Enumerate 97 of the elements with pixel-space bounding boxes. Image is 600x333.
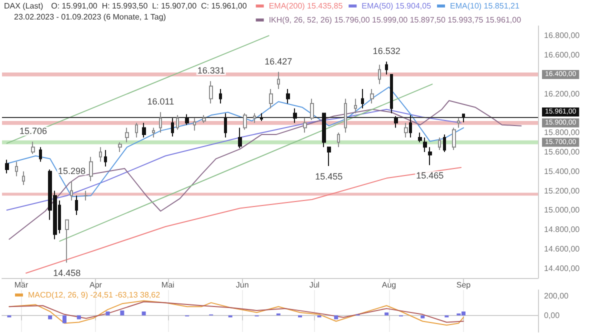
candlestick — [390, 74, 393, 114]
legend-label: EMA(10) 15.851,21 — [450, 2, 520, 10]
candlestick — [457, 118, 460, 128]
candlestick — [344, 98, 347, 134]
y-tick-label: 14.800,00 — [544, 225, 580, 234]
x-tick-label: Jul — [309, 280, 320, 290]
annotation: 16.532 — [372, 46, 400, 56]
candlestick — [423, 136, 427, 152]
candlestick — [404, 122, 408, 138]
candlestick — [260, 112, 263, 122]
candlestick — [39, 146, 42, 162]
candlestick — [361, 88, 364, 109]
candlestick — [185, 114, 189, 126]
candlestick — [202, 114, 206, 124]
y-tick-label: 15.000,00 — [544, 206, 580, 215]
legend-label: MACD(12, 26, 9) -24,51 -63,13 38,62 — [28, 290, 161, 300]
annotation: 16.011 — [147, 96, 174, 107]
candlestick — [104, 150, 107, 168]
y-tick-label: 16.800,00 — [544, 31, 580, 40]
candlestick — [443, 134, 446, 152]
candlestick — [322, 112, 326, 148]
candlestick — [171, 118, 174, 137]
candlestick — [5, 159, 9, 174]
candlestick — [385, 61, 388, 75]
candlestick — [286, 88, 290, 104]
candlestick — [209, 80, 213, 104]
candlestick — [253, 112, 256, 124]
candlestick — [293, 108, 297, 124]
annotation: 15.706 — [19, 126, 48, 136]
line-series — [6, 86, 464, 198]
y-tick-label: 0,00 — [544, 310, 560, 320]
candlestick — [310, 98, 314, 121]
y-tick-label: 14.400,00 — [544, 264, 580, 273]
candlestick — [462, 113, 465, 123]
y-tick-label: 15.400,00 — [544, 166, 580, 176]
candlestick — [31, 141, 35, 154]
x-tick-label: Apr — [90, 280, 102, 290]
y-tick-label: 16.600,00 — [544, 50, 580, 60]
candlestick — [142, 122, 146, 138]
candlestick — [65, 219, 69, 264]
candlestick — [409, 114, 412, 138]
y-tick-label: 15.800,00 — [544, 128, 580, 138]
candlestick — [22, 170, 25, 186]
candlestick — [219, 88, 222, 104]
candlestick — [394, 116, 398, 128]
candlestick — [75, 195, 78, 216]
legend-label: EMA(50) 15.904,05 — [362, 2, 432, 10]
candlestick — [84, 190, 88, 201]
y-tick-label: 200,00 — [544, 291, 570, 300]
candlestick — [15, 161, 18, 177]
line-series — [6, 108, 462, 211]
candlestick — [89, 156, 93, 182]
candlestick — [370, 88, 374, 104]
chart-subtitle: O: 15.991,00 H: 15.993,50 L: 15.907,00 C: 15.961,00 — [51, 2, 248, 10]
candlestick — [152, 127, 155, 138]
candlestick — [452, 127, 456, 151]
candlestick — [125, 127, 129, 143]
candlestick — [135, 122, 138, 138]
line-series — [8, 100, 522, 240]
x-tick-label: Jun — [236, 280, 249, 290]
chart-title: DAX (Last) — [4, 2, 44, 10]
annotation: 15.298 — [58, 166, 86, 176]
x-tick-label: Mär — [14, 280, 28, 290]
candlestick — [354, 98, 357, 114]
x-tick-label: Mai — [161, 280, 175, 290]
candlestick — [428, 146, 432, 166]
candlestick — [418, 132, 422, 143]
candlestick — [438, 136, 441, 151]
candlestick — [303, 118, 307, 134]
candlestick — [269, 88, 273, 109]
y-tick-label: 15.600,00 — [544, 148, 580, 156]
candlestick — [118, 142, 122, 152]
y-tick-label: 14.600,00 — [544, 244, 580, 254]
candlestick — [159, 112, 162, 134]
annotation: 15.455 — [315, 172, 343, 182]
y-tick-label: 15.200,00 — [544, 186, 580, 196]
annotation: 14.458 — [53, 268, 81, 278]
candlestick — [193, 118, 196, 132]
candlestick — [277, 71, 280, 90]
candlestick — [99, 146, 102, 162]
text: 23.02.2023 - 01.09.2023 (6 Monate, 1 Tag) — [14, 12, 166, 22]
candlestick — [70, 180, 73, 201]
annotation: 15.465 — [416, 170, 444, 181]
x-tick-label: Aug — [382, 280, 396, 290]
candlestick — [224, 112, 227, 138]
candlestick — [327, 146, 331, 167]
candlestick — [176, 114, 179, 130]
legend-label: EMA(200) 15.435,85 — [268, 2, 344, 10]
candlestick — [337, 132, 340, 148]
x-tick-label: Sep — [456, 280, 472, 290]
candlestick — [378, 64, 381, 85]
legend-label: IKH(9, 26, 52, 26) 15.796,00 15.999,00 15.897,50 15.993,75 15.961,00 — [268, 16, 522, 24]
candlestick — [238, 127, 242, 149]
y-tick-label: 16.200,00 — [544, 89, 580, 98]
annotation: 16.331 — [197, 66, 225, 76]
annotation: 16.427 — [264, 56, 292, 66]
candlestick — [243, 112, 247, 130]
